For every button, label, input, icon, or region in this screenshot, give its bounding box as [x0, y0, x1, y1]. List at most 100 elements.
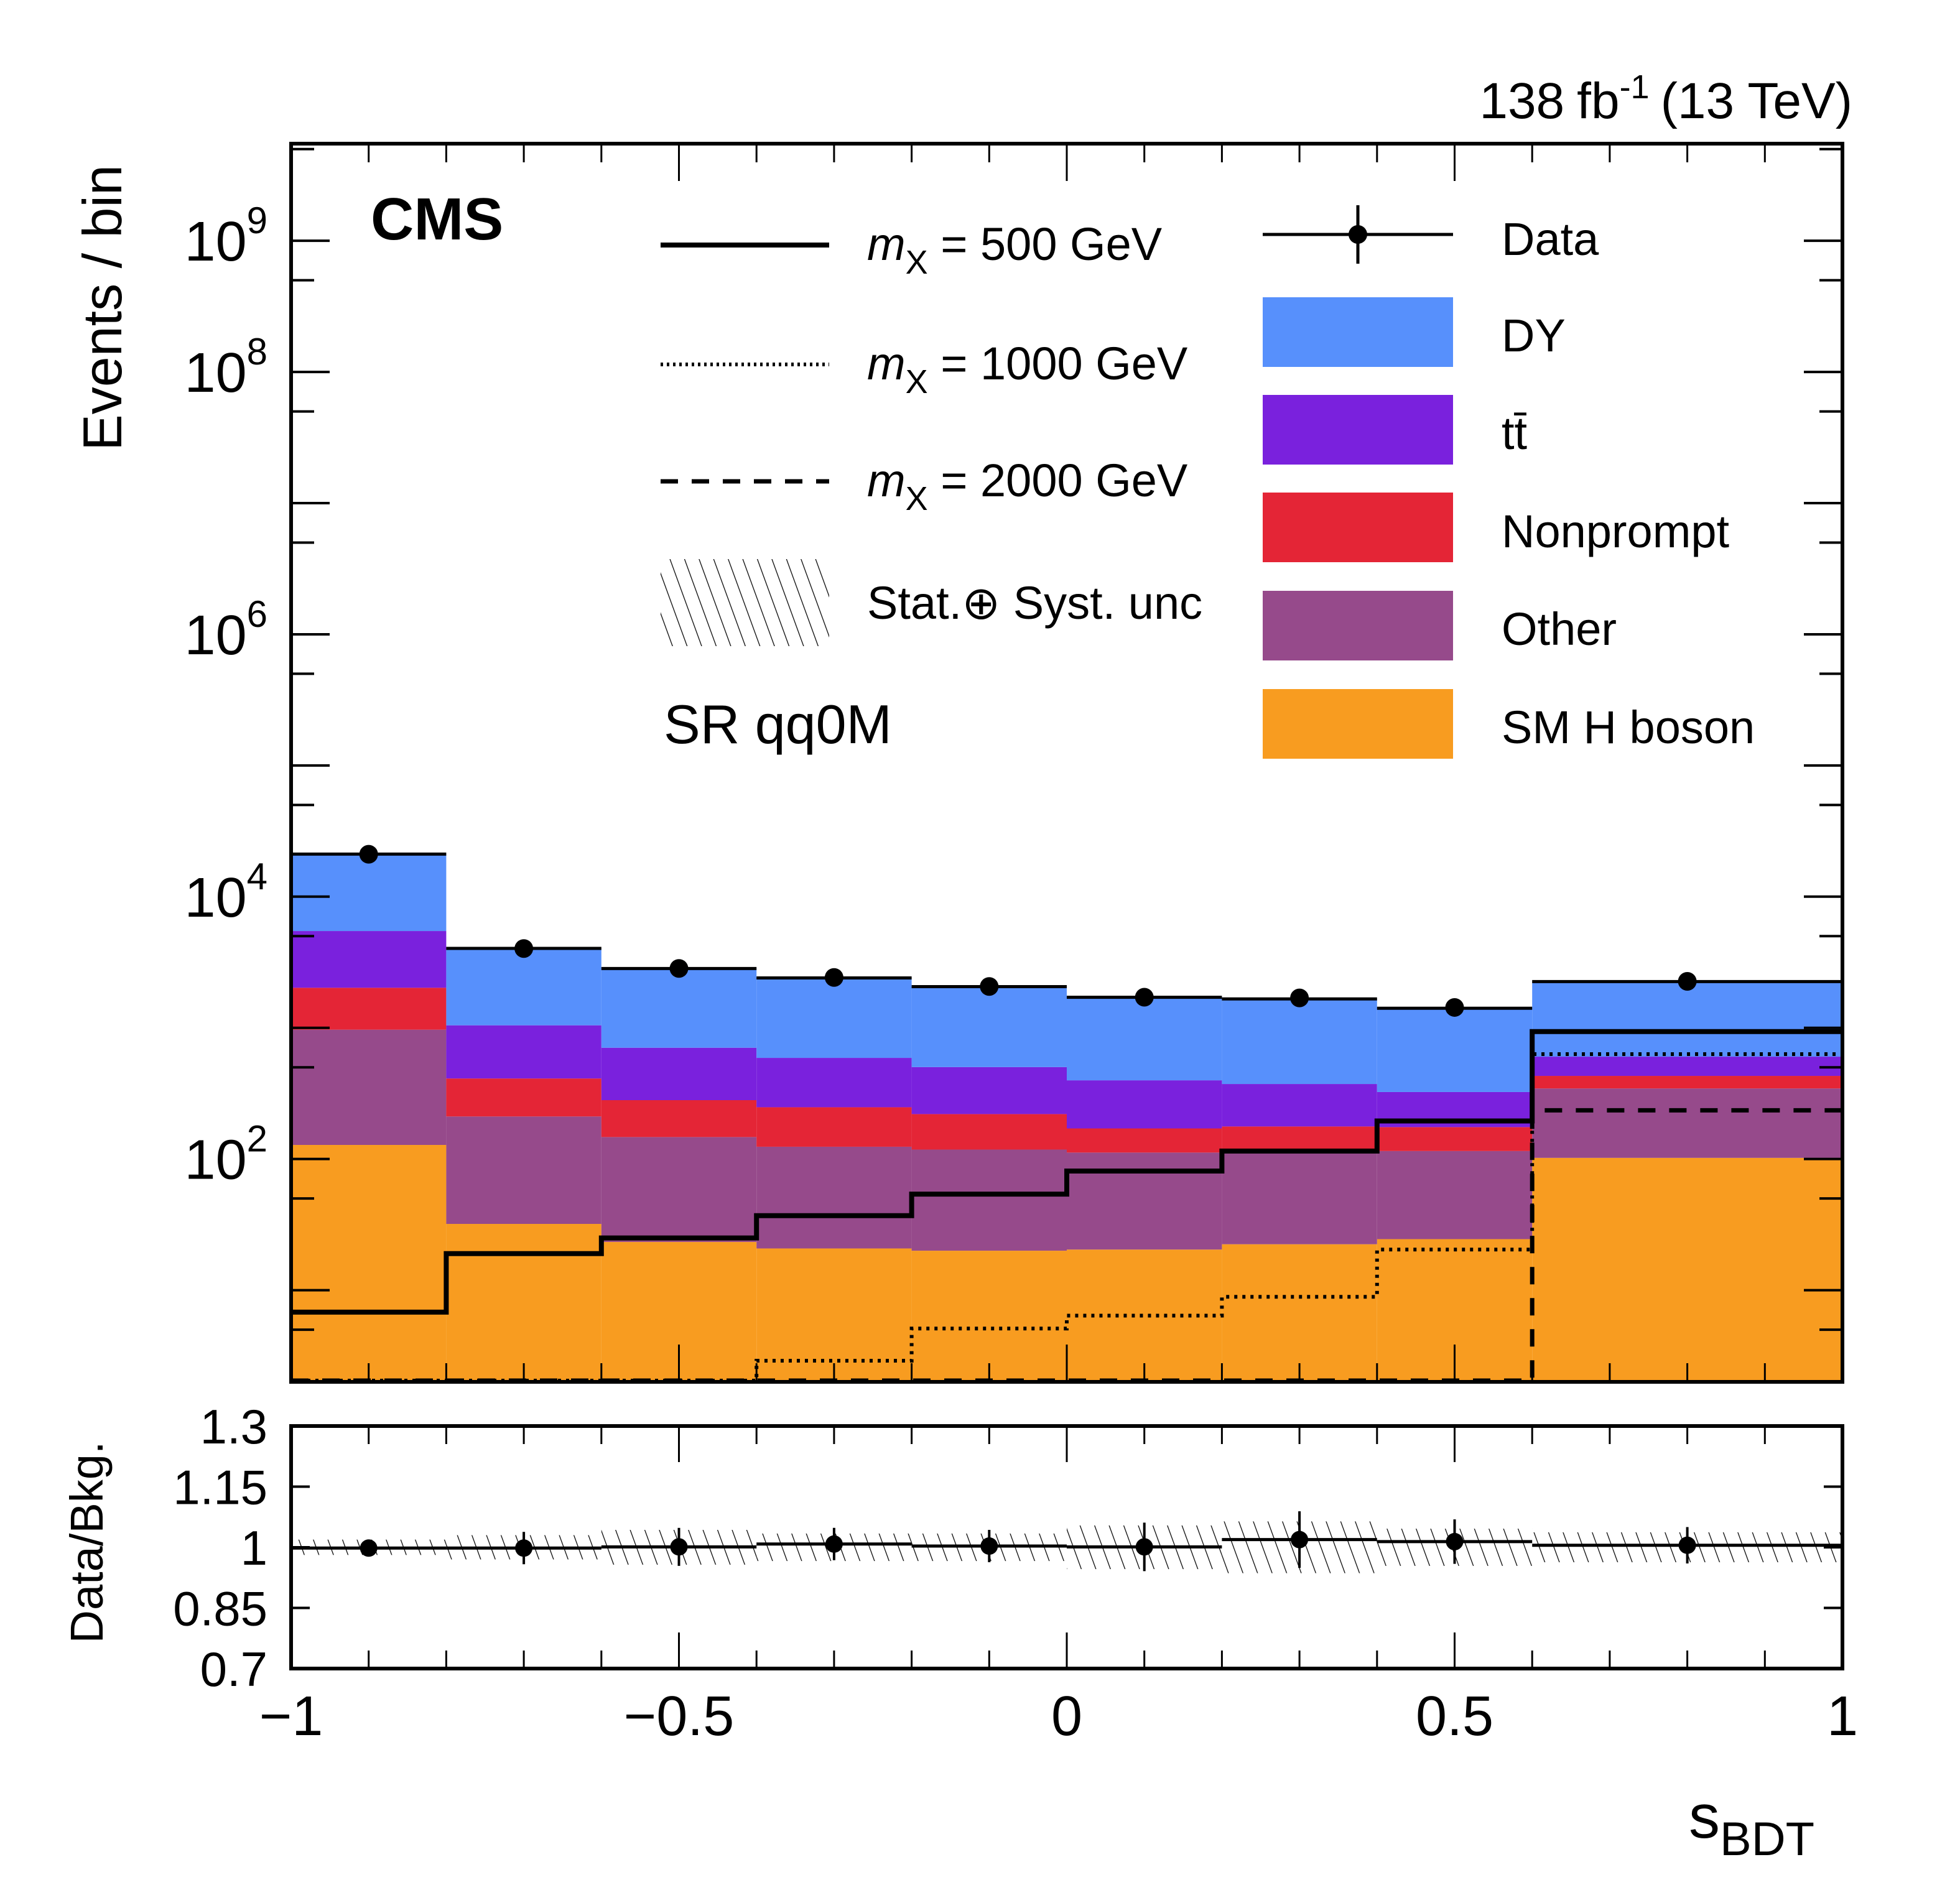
- legend-label-dy: DY: [1502, 310, 1566, 361]
- bar-other: [1532, 1088, 1842, 1158]
- data-point: [980, 977, 999, 996]
- x-tick-label: −1: [259, 1685, 323, 1748]
- signal-line-solid: [291, 1029, 1842, 1315]
- ratio-data-point: [1291, 1530, 1309, 1549]
- ratio-y-axis-title: Data/Bkg.: [61, 1442, 113, 1644]
- bar-other: [291, 1029, 447, 1146]
- legend-label-other: Other: [1502, 603, 1617, 655]
- data-point: [824, 968, 843, 987]
- y-tick-label: 102: [185, 1118, 267, 1192]
- ratio-data-point: [1678, 1536, 1696, 1554]
- ratio-tick-labels: 1.3 1.15 1 0.85 0.7: [173, 1399, 267, 1697]
- bar-tt: [756, 1058, 912, 1108]
- bar-dy: [601, 968, 757, 1048]
- lumi-value: 138: [1479, 73, 1564, 129]
- y-tick-label-base: 10: [185, 867, 247, 929]
- legend-swatch-other: [1263, 591, 1453, 660]
- y-tick-label: 104: [185, 856, 267, 929]
- ratio-tick-label: 1: [241, 1521, 267, 1575]
- bar-other: [756, 1146, 912, 1249]
- x-axis-title-sub: BDT: [1720, 1813, 1814, 1866]
- bar-other: [911, 1149, 1067, 1251]
- legend-label-m500: mX = 500 GeV: [867, 218, 1163, 281]
- ratio-data-points: [360, 1511, 1696, 1572]
- bar-dy: [1222, 999, 1377, 1085]
- legend-label-nonprompt: Nonprompt: [1502, 506, 1730, 557]
- ratio-tick-label: 1.15: [173, 1460, 267, 1515]
- legend-data-marker: [1349, 225, 1367, 244]
- bar-nonprompt: [446, 1078, 601, 1117]
- x-axis-title: sBDT: [1689, 1782, 1814, 1866]
- y-tick-label-exponent: 2: [247, 1118, 267, 1160]
- lumi-energy: (13 TeV): [1661, 73, 1852, 129]
- x-tick-label: 1: [1827, 1685, 1858, 1748]
- bar-sm-h-boson: [446, 1224, 601, 1382]
- legend-swatch-dy: [1263, 297, 1453, 367]
- legend-label-m2000: mX = 2000 GeV: [867, 455, 1188, 517]
- legend-label-ttbar: tt̄: [1502, 407, 1528, 459]
- bar-tt: [446, 1025, 601, 1079]
- bar-dy: [446, 948, 601, 1026]
- y-tick-label-base: 10: [185, 211, 247, 273]
- ratio-data-point: [1135, 1538, 1153, 1556]
- region-label: SR qq0M: [664, 693, 892, 755]
- y-axis-title: Events / bin: [72, 165, 133, 451]
- bar-dy: [911, 986, 1067, 1067]
- legend-item-m2000: mX = 2000 GeV: [661, 455, 1188, 517]
- legend-swatch-nonprompt: [1263, 493, 1453, 562]
- bar-tt: [1532, 1057, 1842, 1077]
- lumi-label: 138 fb-1 (13 TeV): [1479, 68, 1852, 129]
- legend-item-ttbar: tt̄: [1263, 395, 1528, 465]
- legend-item-other: Other: [1263, 591, 1617, 660]
- legend-swatch-smh: [1263, 689, 1453, 759]
- bar-dy: [1067, 997, 1222, 1081]
- data-point: [1445, 998, 1464, 1017]
- legend: mX = 500 GeV mX = 1000 GeV mX = 2000 GeV…: [661, 205, 1755, 759]
- legend-label-data: Data: [1502, 213, 1599, 265]
- legend-label-uncertainty: Stat.⊕ Syst. unc: [867, 577, 1202, 629]
- bar-nonprompt: [1222, 1126, 1377, 1153]
- bar-nonprompt: [1377, 1127, 1533, 1151]
- legend-item-dy: DY: [1263, 297, 1566, 367]
- signal-line-dotted: [291, 1052, 1842, 1382]
- bar-nonprompt: [1067, 1128, 1222, 1153]
- y-tick-label-exponent: 9: [247, 200, 267, 241]
- data-point: [1290, 988, 1309, 1007]
- data-point: [669, 959, 689, 978]
- legend-item-m500: mX = 500 GeV: [661, 218, 1163, 281]
- ratio-tick-label: 0.7: [200, 1642, 267, 1697]
- bar-tt: [601, 1047, 757, 1100]
- ratio-data-point: [1446, 1532, 1464, 1550]
- lumi-unit: fb: [1577, 73, 1619, 129]
- bar-tt: [291, 931, 447, 988]
- bar-nonprompt: [756, 1107, 912, 1147]
- data-point: [359, 845, 378, 864]
- x-axis-title-main: s: [1689, 1782, 1720, 1851]
- legend-label-smh: SM H boson: [1502, 702, 1755, 753]
- bar-other: [1377, 1151, 1533, 1239]
- y-tick-label: 109: [185, 200, 267, 273]
- bar-nonprompt: [291, 988, 447, 1030]
- bar-sm-h-boson: [291, 1145, 447, 1382]
- data-point: [1135, 988, 1154, 1007]
- data-point: [514, 939, 534, 958]
- ratio-data-point: [360, 1539, 378, 1557]
- y-tick-label-base: 10: [185, 604, 247, 667]
- y-tick-label-exponent: 4: [247, 856, 267, 897]
- bar-other: [601, 1137, 757, 1243]
- y-tick-label: 108: [185, 331, 267, 404]
- ratio-data-point: [825, 1535, 843, 1553]
- y-tick-label-base: 10: [185, 1129, 247, 1192]
- bar-dy: [291, 854, 447, 932]
- ratio-data-point: [980, 1537, 998, 1555]
- y-tick-label: 106: [185, 593, 267, 667]
- bar-tt: [1067, 1080, 1222, 1129]
- ratio-axis-ticks: [290, 1426, 1844, 1669]
- legend-swatch-ttbar: [1263, 395, 1453, 465]
- x-tick-labels: −1 −0.5 0 0.5 1: [259, 1685, 1858, 1748]
- ratio-tick-label: 1.3: [200, 1399, 267, 1454]
- legend-item-uncertainty: Stat.⊕ Syst. unc: [661, 559, 1202, 646]
- y-tick-label-exponent: 6: [247, 593, 267, 635]
